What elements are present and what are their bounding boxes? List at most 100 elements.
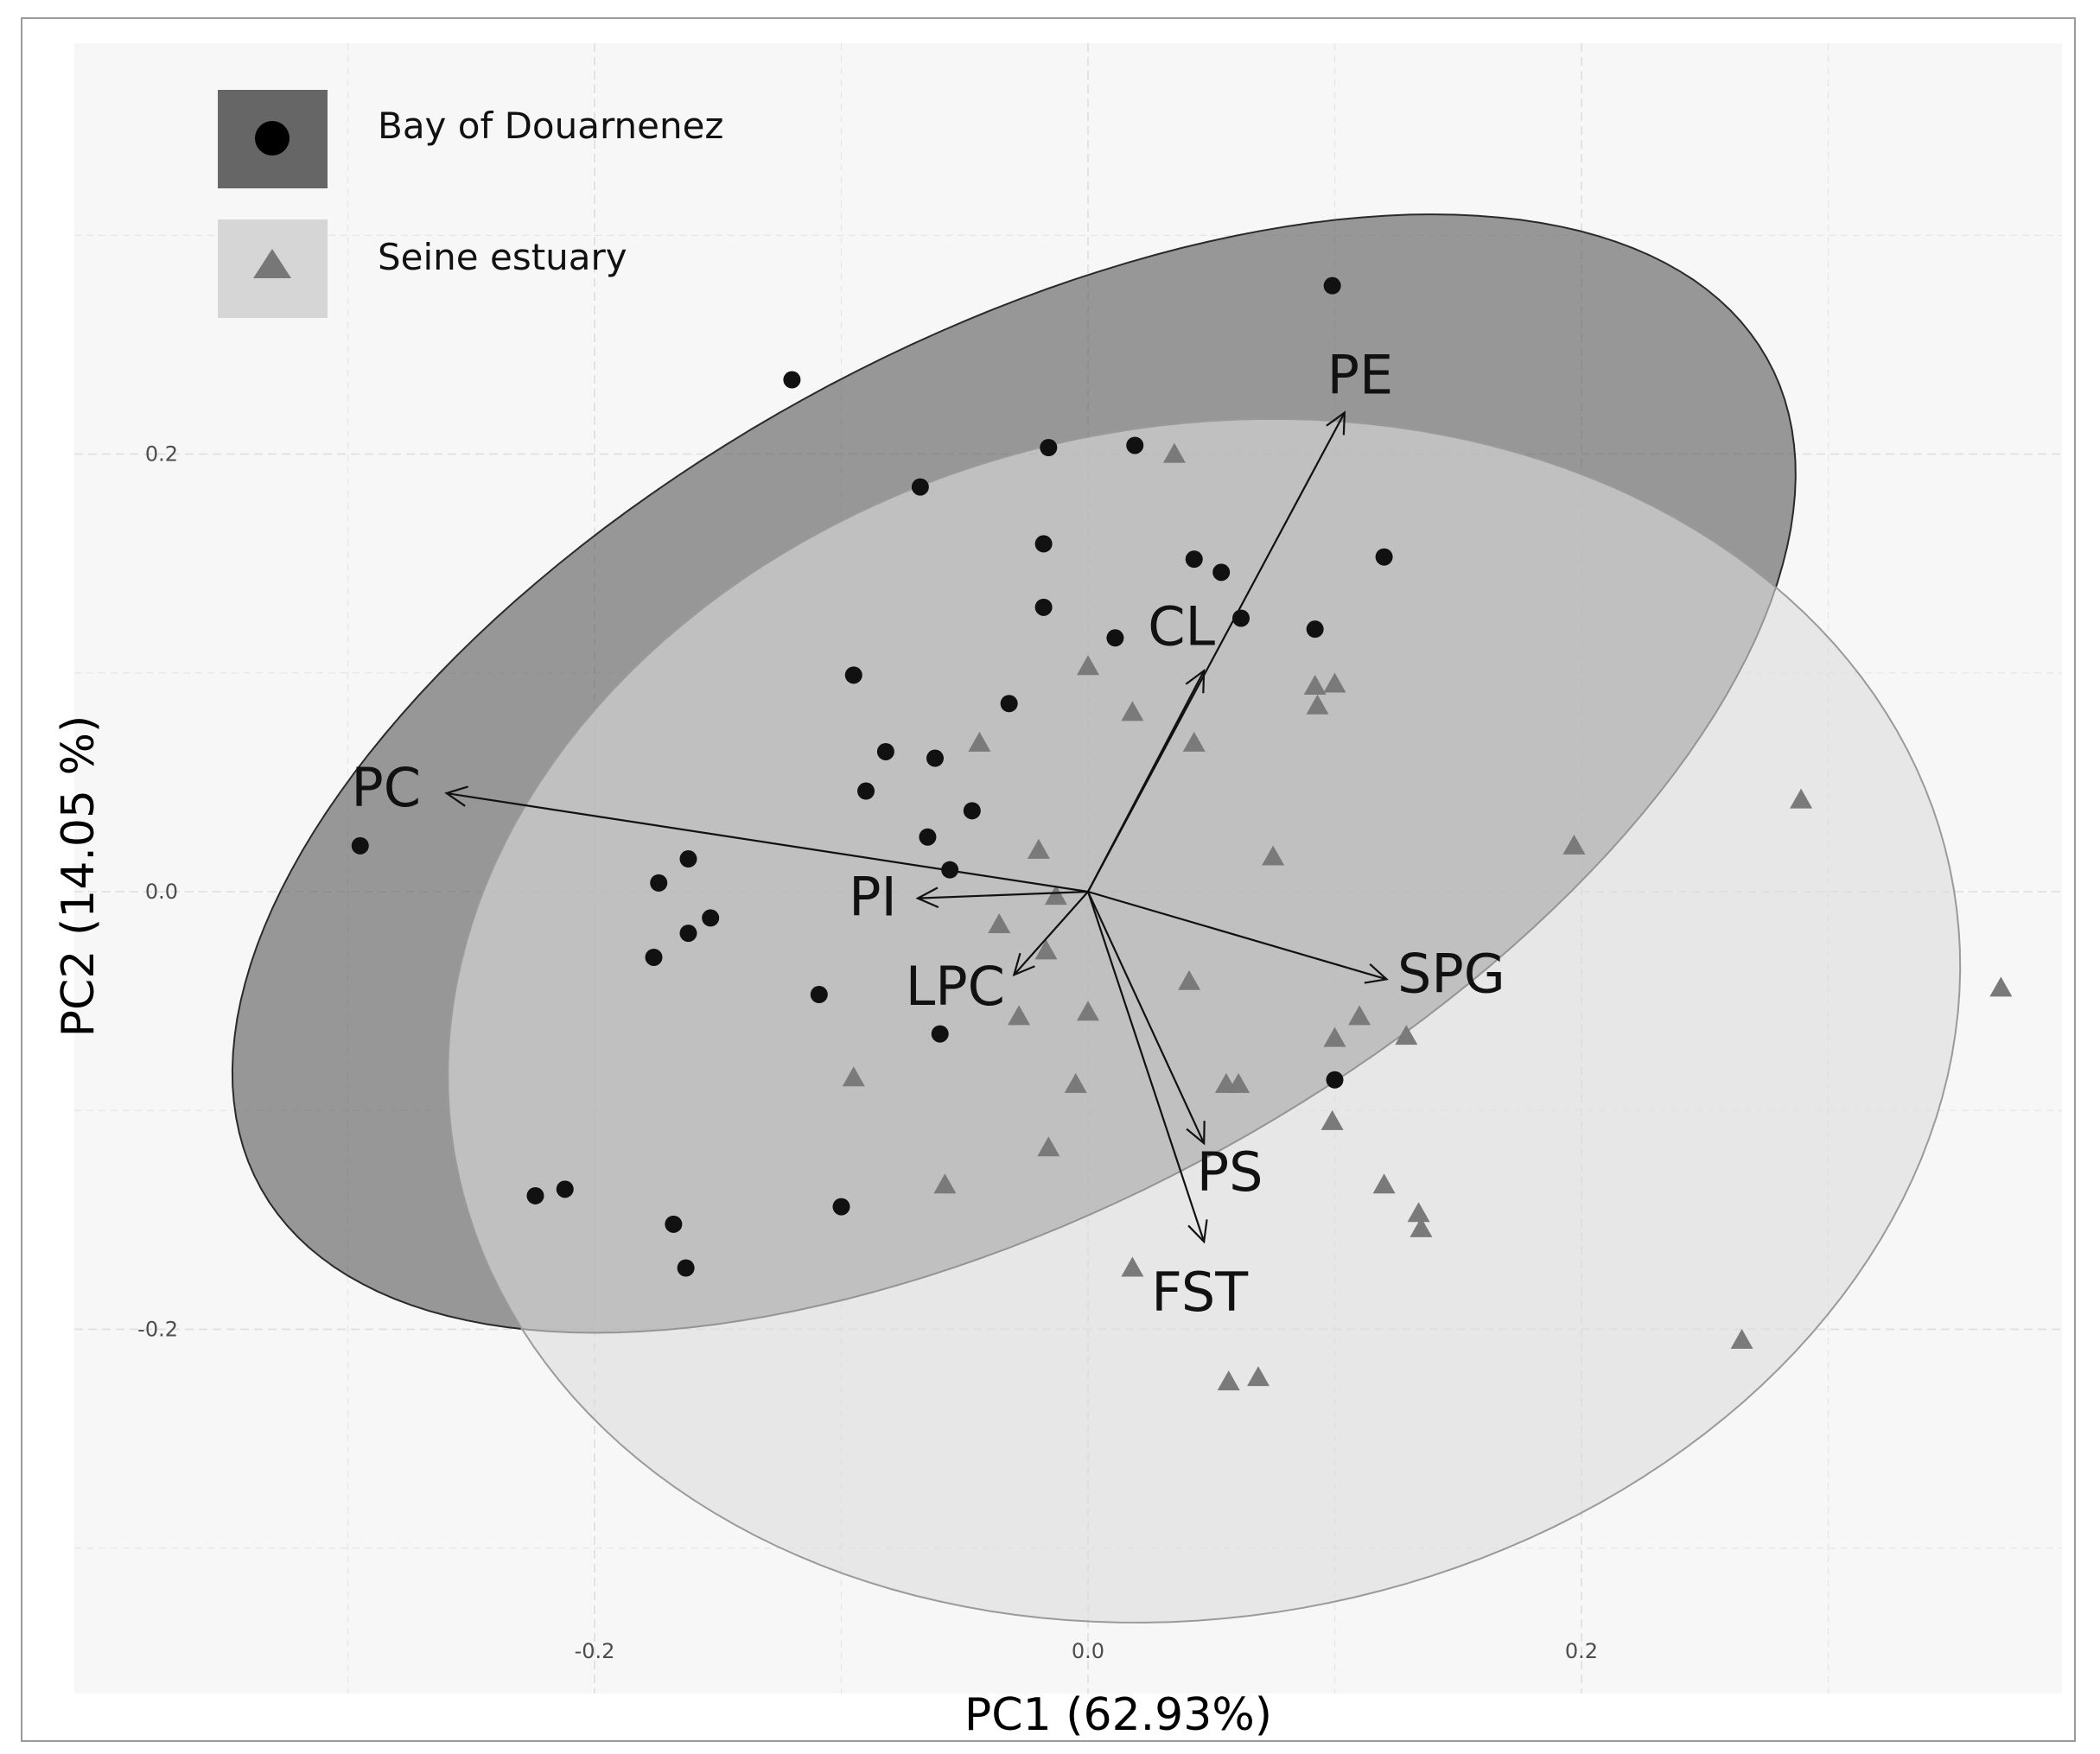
point-circle: [1326, 1071, 1344, 1089]
x-tick-label: 0.0: [1072, 1639, 1104, 1663]
point-triangle: [1989, 976, 2013, 997]
point-circle: [677, 1259, 695, 1277]
x-tick-label: 0.2: [1565, 1639, 1598, 1663]
vector-arrowhead-pc: [444, 785, 468, 807]
point-triangle: [933, 1173, 957, 1194]
point-triangle: [1372, 1173, 1396, 1194]
vector-label-pi: PI: [849, 866, 897, 929]
point-circle: [1306, 620, 1324, 639]
vector-ps: [1087, 891, 1206, 1144]
vector-arrowhead-lpc: [1012, 952, 1035, 977]
x-tick-label: -0.2: [575, 1639, 615, 1663]
point-circle: [1126, 436, 1144, 454]
point-triangle: [1121, 1256, 1144, 1277]
x-axis-title: PC1 (62.93%): [964, 1689, 1272, 1741]
point-circle: [783, 371, 801, 389]
point-circle: [679, 850, 697, 868]
point-triangle: [1034, 939, 1058, 960]
y-axis-title: PC2 (14.05 %): [53, 715, 105, 1038]
point-triangle: [1407, 1202, 1430, 1223]
point-circle: [963, 802, 981, 820]
point-circle: [876, 742, 894, 760]
point-triangle: [1227, 1072, 1250, 1093]
point-triangle: [1730, 1329, 1753, 1350]
vector-fst: [1086, 891, 1206, 1242]
vector-label-ps: PS: [1197, 1141, 1263, 1204]
point-triangle: [1121, 701, 1144, 721]
legend-label-seine-estuary: Seine estuary: [378, 236, 627, 278]
vector-arrowhead-cl: [1185, 669, 1206, 694]
point-triangle: [1178, 969, 1201, 990]
point-triangle: [1008, 1005, 1031, 1026]
vector-arrowhead-pe: [1326, 410, 1346, 435]
vector-label-spg: SPG: [1397, 942, 1505, 1005]
vector-cl: [1087, 670, 1206, 893]
vector-label-fst: FST: [1151, 1261, 1249, 1324]
point-circle: [926, 749, 944, 767]
point-circle: [1040, 439, 1058, 457]
vector-arrowhead-spg: [1364, 963, 1389, 984]
point-triangle: [968, 731, 991, 752]
vector-label-cl: CL: [1148, 594, 1215, 658]
point-circle: [679, 925, 697, 943]
point-triangle: [1044, 885, 1067, 906]
point-circle: [1106, 629, 1124, 647]
point-circle: [919, 828, 937, 846]
point-circle: [351, 836, 369, 855]
point-triangle: [842, 1066, 865, 1087]
point-triangle: [1395, 1025, 1418, 1045]
point-triangle: [1790, 788, 1813, 809]
point-triangle: [1182, 731, 1206, 752]
y-tick-label: -0.2: [137, 1317, 178, 1341]
point-circle: [810, 986, 828, 1004]
plot-frame: PE CL PC PI LPC SPG PS FST -0.2 0.0 0.2 -0.2 0.0 0.2…: [21, 17, 2076, 1742]
point-circle: [645, 948, 663, 966]
point-circle: [844, 666, 862, 684]
vector-lpc: [1013, 891, 1089, 976]
point-triangle: [1077, 655, 1099, 676]
point-triangle: [1027, 838, 1050, 859]
legend-label-bay-of-douarnenez: Bay of Douarnenez: [378, 105, 723, 147]
point-triangle: [1064, 1072, 1087, 1093]
triangle-marker-icon: [253, 249, 291, 278]
vector-pc: [446, 791, 1089, 893]
point-circle: [1034, 598, 1053, 616]
point-circle: [857, 782, 875, 800]
point-triangle: [1348, 1005, 1371, 1026]
y-tick-label: 0.2: [145, 442, 178, 467]
point-circle: [702, 909, 720, 927]
point-circle: [526, 1186, 544, 1204]
confidence-ellipses: [231, 213, 1962, 1624]
point-triangle: [1306, 694, 1329, 715]
point-triangle: [1037, 1136, 1060, 1157]
point-circle: [1185, 550, 1203, 569]
vector-arrowhead-fst: [1187, 1219, 1208, 1244]
point-triangle: [1217, 1370, 1240, 1391]
vector-label-lpc: LPC: [906, 955, 1005, 1018]
point-triangle: [1410, 1217, 1433, 1237]
tick-labels: -0.2 0.0 0.2 -0.2 0.0 0.2: [137, 442, 1598, 1663]
point-triangle: [1246, 1366, 1270, 1387]
vector-label-pe: PE: [1327, 343, 1394, 406]
vector-arrowhead-ps: [1186, 1121, 1206, 1146]
point-circle: [931, 1025, 949, 1043]
circle-marker-icon: [255, 121, 290, 156]
ellipse-seine-estuary: [447, 417, 1962, 1624]
point-circle: [556, 1180, 574, 1198]
data-points: [351, 276, 2013, 1391]
point-triangle: [988, 912, 1011, 933]
point-circle: [665, 1215, 683, 1233]
vector-spg: [1087, 890, 1387, 981]
point-circle: [832, 1198, 850, 1216]
vector-label-pc: PC: [351, 756, 421, 819]
point-circle: [1212, 563, 1231, 581]
point-circle: [1000, 695, 1018, 713]
point-triangle: [1262, 845, 1285, 866]
vector-pi: [917, 890, 1089, 899]
point-triangle: [1562, 834, 1586, 855]
point-triangle: [1320, 1109, 1344, 1130]
y-tick-label: 0.0: [145, 880, 178, 904]
point-circle: [911, 478, 929, 496]
point-triangle: [1303, 674, 1327, 695]
